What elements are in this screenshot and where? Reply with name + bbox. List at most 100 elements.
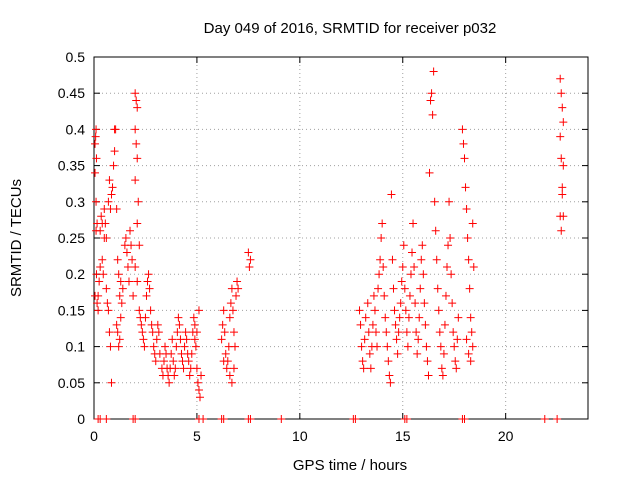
data-point <box>462 335 471 344</box>
data-point <box>159 357 168 366</box>
data-point <box>463 234 472 242</box>
data-point <box>115 335 124 344</box>
data-point <box>431 226 440 235</box>
data-point <box>375 270 384 279</box>
data-point <box>410 262 419 271</box>
data-point <box>426 96 435 105</box>
data-point <box>102 415 111 423</box>
data-point <box>557 226 566 235</box>
data-point <box>170 371 179 380</box>
data-point <box>392 335 401 344</box>
data-point <box>95 277 104 286</box>
data-point <box>386 378 395 387</box>
data-point <box>232 291 241 300</box>
data-point <box>447 270 456 279</box>
data-point <box>558 190 567 199</box>
data-point <box>437 364 446 373</box>
y-tick-label: 0.1 <box>66 339 86 355</box>
data-point <box>131 415 140 423</box>
data-point <box>134 197 143 206</box>
data-point <box>131 262 140 271</box>
x-tick-label: 15 <box>395 428 411 444</box>
data-point <box>149 342 158 351</box>
data-point <box>219 306 228 315</box>
data-point <box>228 306 237 315</box>
data-point <box>450 342 459 351</box>
data-point <box>388 255 397 264</box>
data-point <box>424 371 433 380</box>
data-point <box>413 349 422 358</box>
data-point <box>112 205 121 214</box>
data-point <box>226 299 235 308</box>
data-point <box>385 371 394 380</box>
y-tick-label: 0.35 <box>58 158 85 174</box>
data-point <box>380 291 389 300</box>
data-point <box>400 284 409 293</box>
data-point <box>438 371 447 380</box>
data-point <box>425 168 434 177</box>
data-point <box>370 306 379 315</box>
data-point <box>433 284 442 293</box>
data-point <box>402 415 411 423</box>
data-point <box>454 313 463 322</box>
data-point <box>361 313 370 322</box>
data-point <box>180 342 189 351</box>
data-point <box>146 306 155 315</box>
data-point <box>175 320 184 329</box>
data-point <box>558 183 567 192</box>
data-point <box>374 284 383 293</box>
y-axis-title: SRMTID / TECUs <box>8 179 25 297</box>
data-point <box>152 335 161 344</box>
data-point <box>98 255 107 264</box>
data-point <box>185 371 194 380</box>
data-point <box>138 328 147 337</box>
y-tick-label: 0.3 <box>66 194 86 210</box>
data-point <box>230 342 239 351</box>
data-point <box>105 328 114 337</box>
data-point <box>415 313 424 322</box>
data-point <box>229 364 238 373</box>
x-axis-title: GPS time / hours <box>293 457 407 474</box>
data-point <box>109 161 118 170</box>
data-point <box>445 197 454 206</box>
x-tick-label: 0 <box>90 428 98 444</box>
data-point <box>133 219 142 228</box>
data-point <box>444 241 453 250</box>
data-point <box>137 320 146 329</box>
data-point <box>193 378 202 387</box>
data-point <box>173 328 182 337</box>
chart-title: Day 049 of 2016, SRMTID for receiver p03… <box>204 20 497 37</box>
data-point <box>172 342 181 351</box>
data-point <box>449 328 458 337</box>
data-point <box>196 393 205 402</box>
data-point <box>378 219 387 228</box>
data-point <box>366 364 375 373</box>
data-point <box>182 335 191 344</box>
data-point <box>225 313 234 322</box>
data-point <box>443 262 452 271</box>
data-point <box>118 284 127 293</box>
y-tick-label: 0.45 <box>58 85 85 101</box>
data-point <box>373 342 382 351</box>
data-point <box>181 328 190 337</box>
data-point <box>218 320 227 329</box>
data-point <box>217 335 226 344</box>
data-point <box>553 415 562 423</box>
data-point <box>376 255 385 264</box>
data-point <box>143 277 152 286</box>
data-point <box>356 320 365 329</box>
y-tick-label: 0.25 <box>58 230 85 246</box>
data-point <box>351 415 360 423</box>
data-point <box>104 306 113 315</box>
x-tick-label: 10 <box>292 428 308 444</box>
data-point <box>357 342 366 351</box>
data-point <box>229 328 238 337</box>
y-tick-label: 0.5 <box>66 49 86 65</box>
data-point <box>411 299 420 308</box>
data-point <box>192 328 201 337</box>
data-point <box>92 125 101 134</box>
data-point <box>114 270 123 279</box>
data-point <box>448 299 457 308</box>
data-point <box>393 349 402 358</box>
